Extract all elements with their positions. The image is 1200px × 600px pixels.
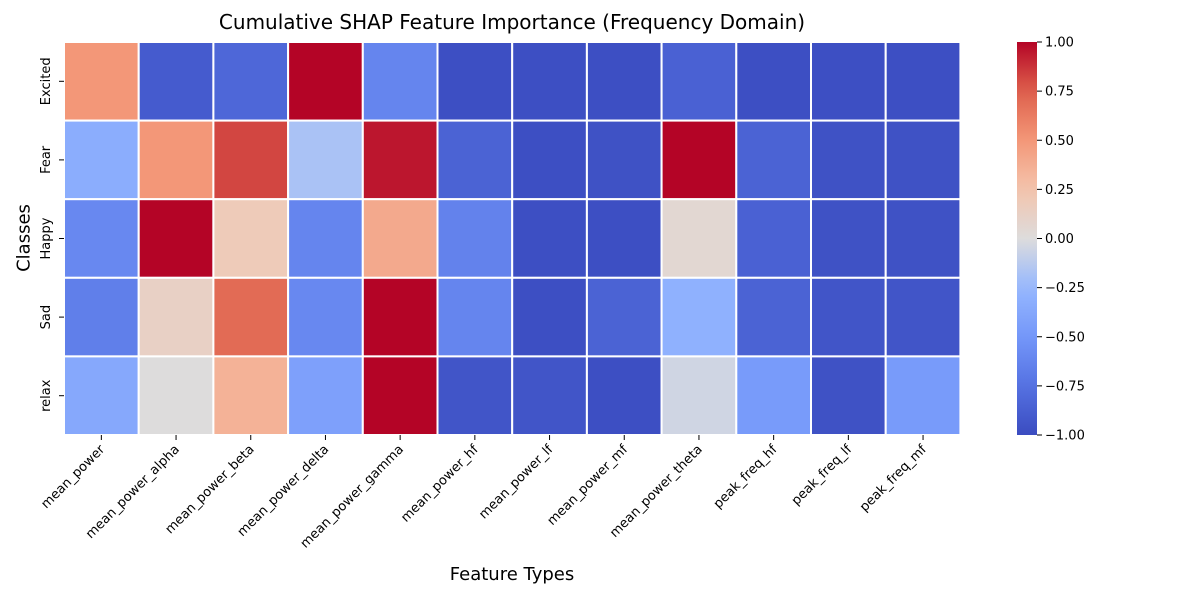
- heatmap-cell: [585, 198, 663, 279]
- heatmap-cell: [884, 41, 962, 122]
- heatmap-cell: [436, 355, 514, 436]
- heatmap-cell: [212, 276, 290, 358]
- heatmap-cell: [361, 41, 439, 122]
- colorbar-tick-label: 1.00: [1045, 36, 1074, 51]
- y-tick-label: Sad: [39, 305, 54, 329]
- heatmap-cell: [287, 355, 364, 436]
- heatmap-cell: [735, 355, 812, 436]
- x-tick-label: peak_freq_lf: [789, 442, 856, 509]
- heatmap-cell: [63, 119, 140, 201]
- heatmap-cell: [735, 41, 812, 122]
- heatmap-cell: [63, 355, 140, 436]
- colorbar-tick-label: −0.25: [1045, 281, 1085, 296]
- heatmap-cell: [361, 355, 439, 436]
- heatmap-cell: [436, 119, 514, 201]
- heatmap-cell: [63, 276, 140, 358]
- heatmap-cell: [660, 41, 738, 122]
- heatmap-cell: [287, 41, 364, 122]
- heatmap-cell: [361, 119, 439, 201]
- heatmap-cell: [511, 41, 588, 122]
- heatmap-cell: [735, 276, 812, 358]
- heatmap-cell: [137, 41, 215, 122]
- colorbar-tick-label: −0.75: [1045, 379, 1085, 394]
- heatmap-cell: [212, 355, 290, 436]
- heatmap-cell: [287, 276, 364, 358]
- y-tick-label: relax: [39, 379, 54, 412]
- y-tick-label: Fear: [39, 145, 54, 174]
- x-tick-label: mean_power_hf: [398, 442, 482, 526]
- heatmap-cell: [137, 198, 215, 279]
- colorbar-tick-label: 0.50: [1045, 134, 1074, 149]
- heatmap-cell: [212, 119, 290, 201]
- heatmap-cell: [511, 276, 588, 358]
- colorbar: [1017, 42, 1037, 435]
- heatmap-cell: [287, 198, 364, 279]
- heatmap-cell: [212, 41, 290, 122]
- heatmap-cell: [884, 276, 962, 358]
- heatmap-cell: [735, 119, 812, 201]
- heatmap-cell: [810, 41, 887, 122]
- heatmap-cell: [287, 119, 364, 201]
- heatmap-cell: [511, 119, 588, 201]
- heatmap-cell: [810, 198, 887, 279]
- chart-title: Cumulative SHAP Feature Importance (Freq…: [218, 10, 806, 34]
- heatmap-cell: [137, 119, 215, 201]
- heatmap-cell: [810, 355, 887, 436]
- colorbar-tick-label: −1.00: [1045, 429, 1085, 444]
- heatmap-cell: [137, 355, 215, 436]
- x-tick-label: mean_power_lf: [476, 442, 556, 522]
- heatmap-cell: [810, 119, 887, 201]
- heatmap-cell: [810, 276, 887, 358]
- heatmap-cell: [884, 119, 962, 201]
- heatmap-cell: [884, 355, 962, 436]
- heatmap-cell: [660, 355, 738, 436]
- colorbar-tick-label: −0.50: [1045, 330, 1085, 345]
- heatmap-cell: [585, 355, 663, 436]
- y-tick-label: Happy: [39, 217, 54, 259]
- colorbar-tick-label: 0.25: [1045, 183, 1074, 198]
- heatmap-cell: [735, 198, 812, 279]
- heatmap-cell: [660, 198, 738, 279]
- heatmap-cell: [884, 198, 962, 279]
- heatmap-cell: [212, 198, 290, 279]
- heatmap-cell: [511, 355, 588, 436]
- heatmap-cell: [436, 198, 514, 279]
- x-tick-label: mean_power_mf: [545, 442, 632, 529]
- heatmap-cell: [660, 119, 738, 201]
- x-axis-label: Feature Types: [449, 564, 575, 585]
- heatmap-cell: [361, 276, 439, 358]
- heatmap-cell: [511, 198, 588, 279]
- heatmap-cell: [137, 276, 215, 358]
- y-tick-label: Excited: [39, 57, 54, 105]
- heatmap-cell: [63, 198, 140, 279]
- heatmap-cell: [585, 276, 663, 358]
- heatmap-cell: [660, 276, 738, 358]
- x-tick-label: mean_power: [38, 442, 108, 512]
- x-tick-label: peak_freq_mf: [857, 442, 930, 515]
- heatmap-cell: [585, 119, 663, 201]
- x-tick-label: peak_freq_hf: [711, 442, 781, 512]
- heatmap-cell: [436, 41, 514, 122]
- heatmap-cell: [361, 198, 439, 279]
- heatmap-cell: [63, 41, 140, 122]
- colorbar-tick-label: 0.75: [1045, 85, 1074, 100]
- heatmap-cell: [585, 41, 663, 122]
- colorbar-tick-label: 0.00: [1045, 232, 1074, 247]
- heatmap-cell: [436, 276, 514, 358]
